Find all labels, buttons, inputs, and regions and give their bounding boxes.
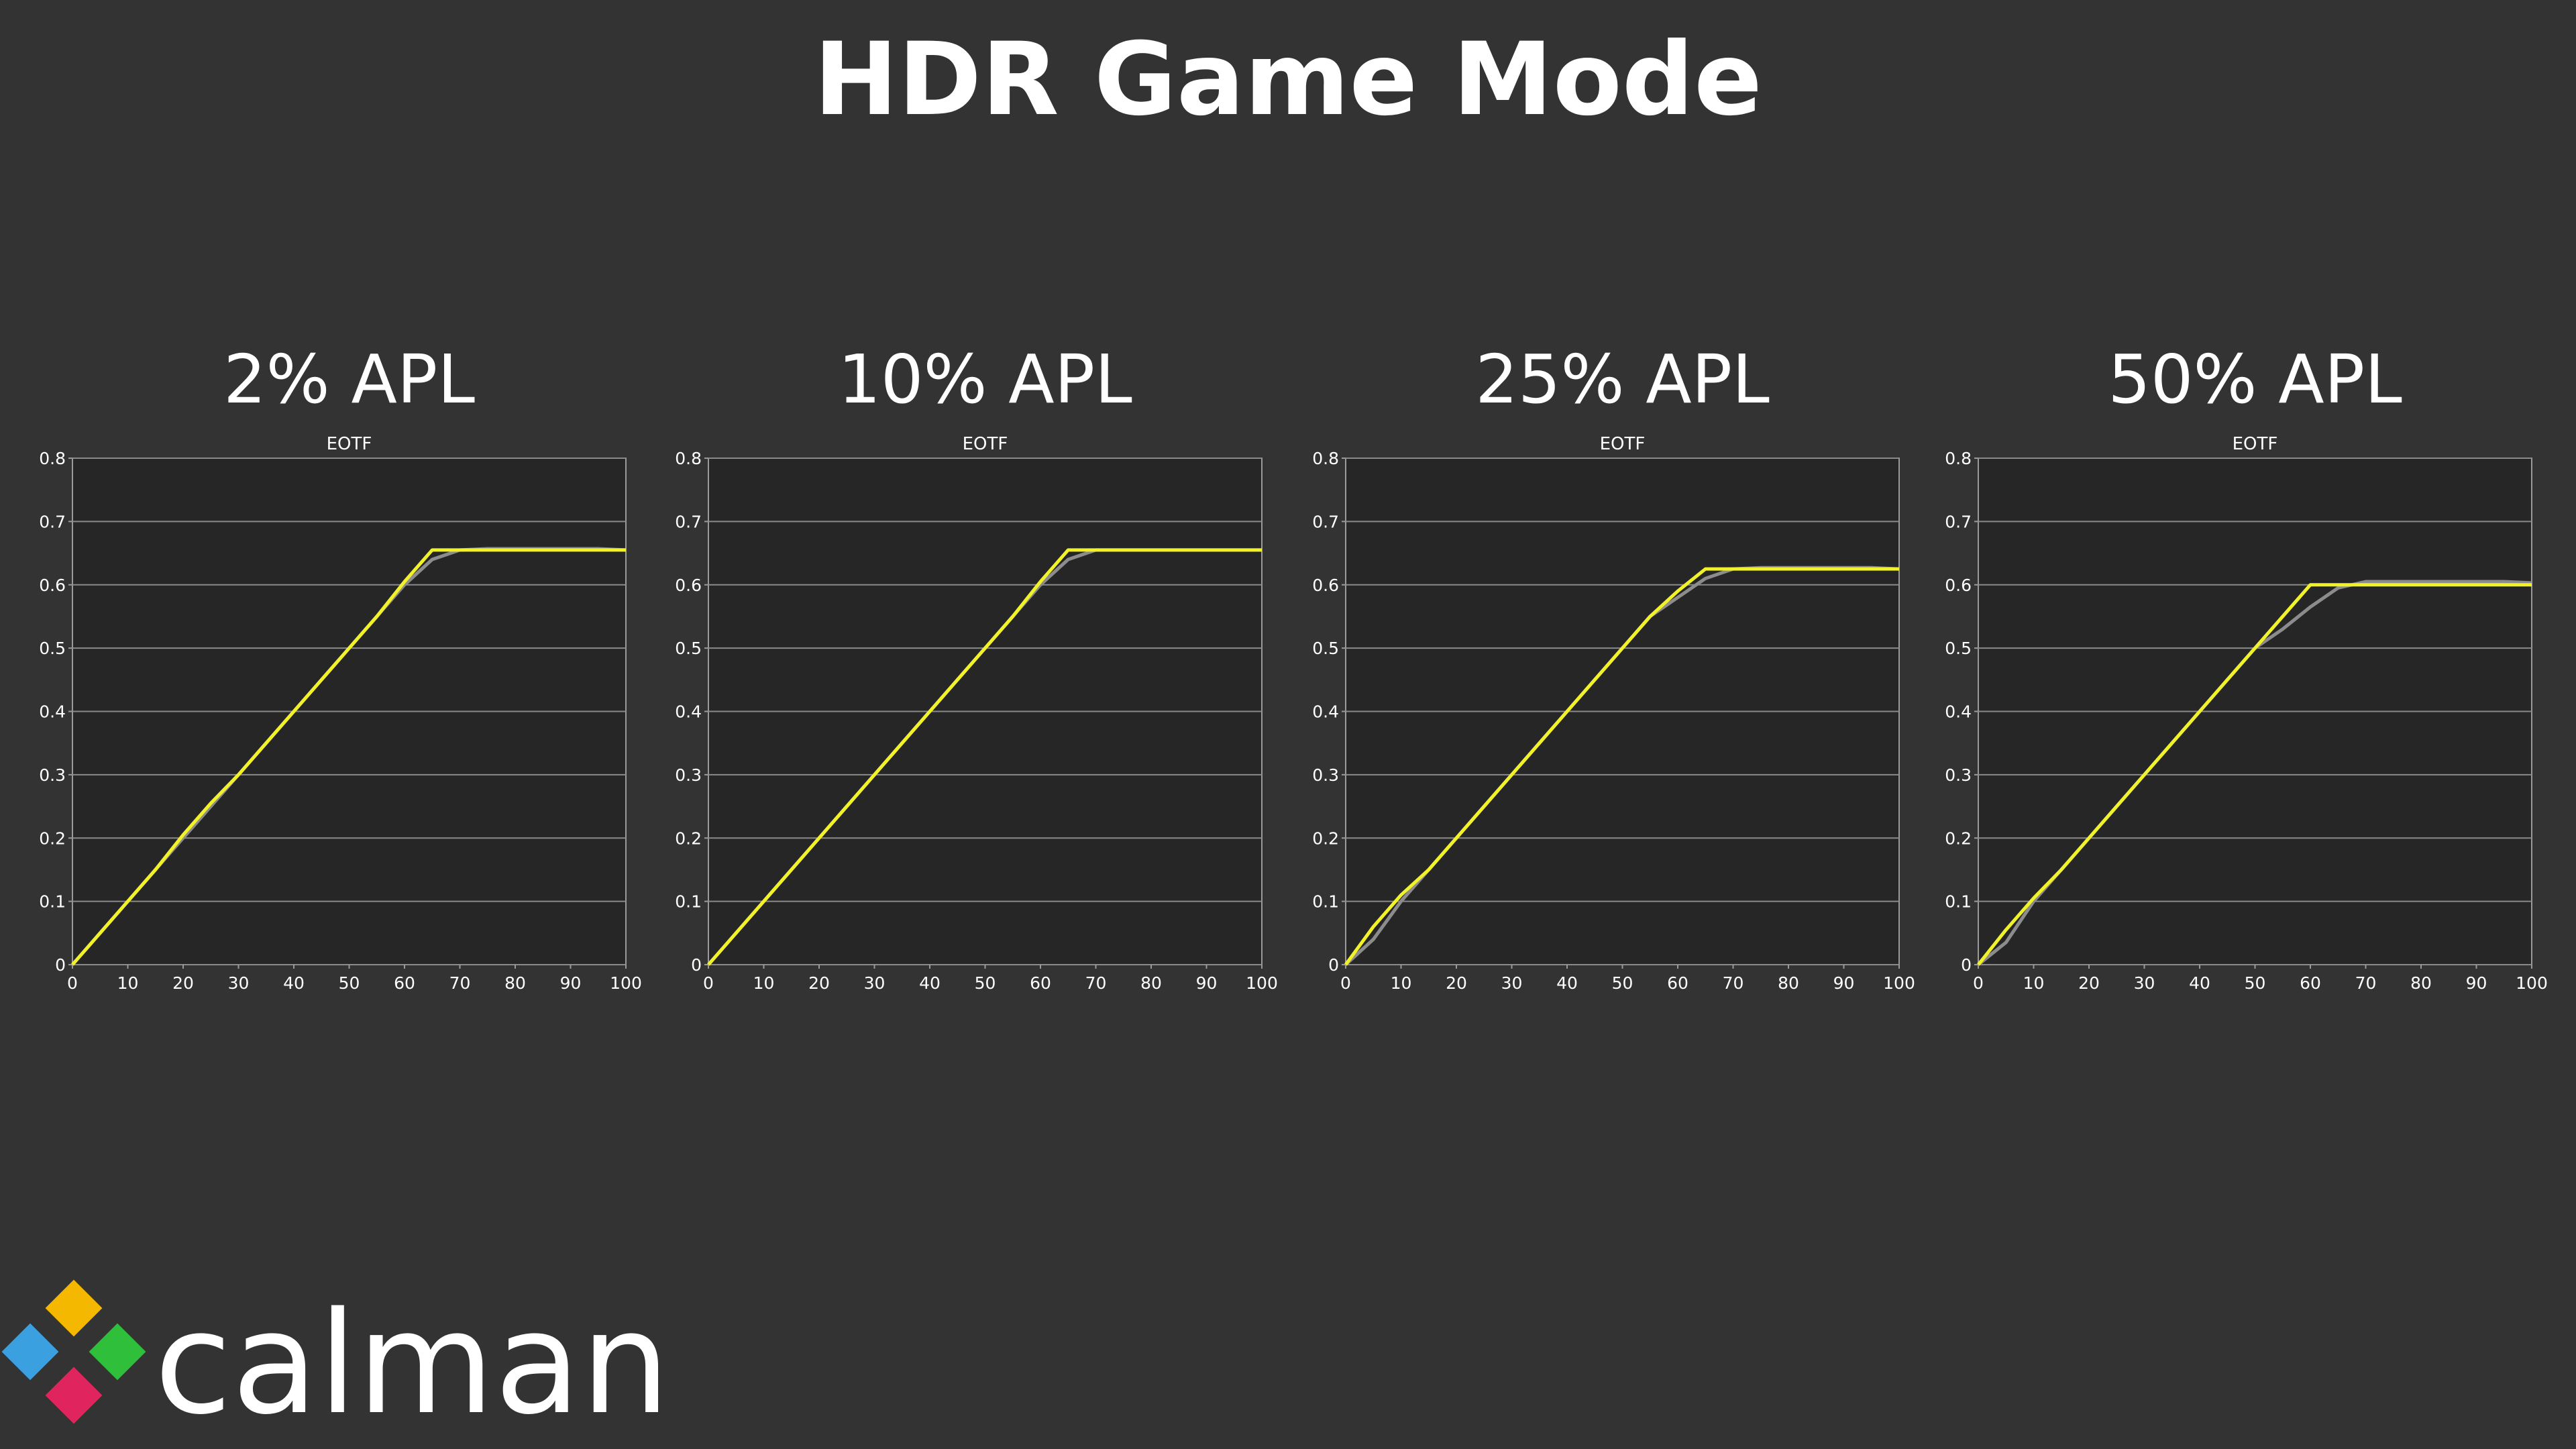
x-tick-label: 60 bbox=[2300, 973, 2321, 993]
x-tick-label: 90 bbox=[1196, 973, 1218, 993]
chart-title: 10% APL bbox=[838, 340, 1132, 419]
y-tick-label: 0.6 bbox=[1312, 576, 1339, 595]
x-tick-label: 80 bbox=[1140, 973, 1162, 993]
y-tick-label: 0.2 bbox=[1945, 828, 1972, 848]
x-tick-label: 60 bbox=[1030, 973, 1051, 993]
x-tick-label: 80 bbox=[1778, 973, 1799, 993]
x-tick-label: 40 bbox=[283, 973, 305, 993]
x-tick-label: 90 bbox=[1833, 973, 1855, 993]
x-tick-label: 0 bbox=[1340, 973, 1351, 993]
y-tick-label: 0.5 bbox=[675, 639, 702, 658]
x-tick-label: 70 bbox=[1723, 973, 1744, 993]
x-tick-label: 10 bbox=[1391, 973, 1412, 993]
x-tick-label: 20 bbox=[1446, 973, 1467, 993]
chart-title: 50% APL bbox=[2108, 340, 2402, 419]
x-tick-label: 70 bbox=[449, 973, 471, 993]
x-tick-label: 90 bbox=[2466, 973, 2487, 993]
x-tick-label: 60 bbox=[1667, 973, 1688, 993]
y-tick-label: 0.3 bbox=[1312, 765, 1339, 785]
x-tick-label: 70 bbox=[2355, 973, 2377, 993]
x-tick-label: 0 bbox=[67, 973, 78, 993]
y-tick-label: 0 bbox=[1328, 955, 1339, 975]
y-tick-label: 0.8 bbox=[675, 449, 702, 468]
x-tick-label: 100 bbox=[1883, 973, 1915, 993]
x-tick-label: 0 bbox=[703, 973, 714, 993]
y-tick-label: 0.4 bbox=[39, 702, 66, 722]
series-line bbox=[1344, 567, 1899, 966]
x-tick-label: 20 bbox=[2078, 973, 2100, 993]
logo-text: calman bbox=[154, 1281, 670, 1446]
series-line bbox=[707, 548, 1262, 966]
y-tick-label: 0.7 bbox=[675, 512, 702, 531]
y-tick-label: 0 bbox=[691, 955, 702, 975]
chart-title: 2% APL bbox=[223, 340, 475, 419]
y-tick-label: 0.4 bbox=[1312, 702, 1339, 722]
y-tick-label: 0.8 bbox=[1312, 449, 1339, 468]
y-tick-label: 0.1 bbox=[1312, 892, 1339, 912]
y-tick-label: 0.2 bbox=[39, 828, 66, 848]
x-tick-label: 40 bbox=[1556, 973, 1578, 993]
x-tick-label: 100 bbox=[2516, 973, 2548, 993]
chart-subtitle: EOTF bbox=[1600, 434, 1646, 454]
y-tick-label: 0.5 bbox=[39, 639, 66, 658]
y-tick-label: 0 bbox=[55, 955, 66, 975]
x-tick-label: 30 bbox=[228, 973, 250, 993]
y-tick-label: 0.6 bbox=[39, 576, 66, 595]
x-tick-label: 30 bbox=[2134, 973, 2155, 993]
x-tick-label: 100 bbox=[1246, 973, 1278, 993]
y-tick-label: 0.1 bbox=[675, 892, 702, 912]
x-tick-label: 10 bbox=[117, 973, 139, 993]
y-tick-label: 0.4 bbox=[1945, 702, 1972, 722]
y-tick-label: 0.4 bbox=[675, 702, 702, 722]
x-tick-label: 40 bbox=[2189, 973, 2210, 993]
x-tick-label: 60 bbox=[394, 973, 415, 993]
series-line bbox=[71, 548, 626, 966]
x-tick-label: 10 bbox=[753, 973, 775, 993]
x-tick-label: 90 bbox=[560, 973, 582, 993]
y-tick-label: 0.3 bbox=[39, 765, 66, 785]
chart-subtitle: EOTF bbox=[963, 434, 1008, 454]
x-tick-label: 0 bbox=[1973, 973, 1984, 993]
y-tick-label: 0.2 bbox=[675, 828, 702, 848]
y-tick-label: 0.7 bbox=[1312, 512, 1339, 531]
y-tick-label: 0.3 bbox=[1945, 765, 1972, 785]
chart-subtitle: EOTF bbox=[2233, 434, 2278, 454]
x-tick-label: 50 bbox=[339, 973, 360, 993]
x-tick-label: 50 bbox=[975, 973, 996, 993]
x-tick-label: 10 bbox=[2023, 973, 2045, 993]
y-tick-label: 0.6 bbox=[1945, 576, 1972, 595]
y-tick-label: 0 bbox=[1961, 955, 1972, 975]
y-tick-label: 0.1 bbox=[39, 892, 66, 912]
chart-subtitle: EOTF bbox=[327, 434, 372, 454]
x-tick-label: 80 bbox=[504, 973, 526, 993]
y-tick-label: 0.3 bbox=[675, 765, 702, 785]
x-tick-label: 70 bbox=[1085, 973, 1107, 993]
y-tick-label: 0.7 bbox=[1945, 512, 1972, 531]
x-tick-label: 40 bbox=[919, 973, 941, 993]
x-tick-label: 50 bbox=[1612, 973, 1633, 993]
y-tick-label: 0.5 bbox=[1312, 639, 1339, 658]
y-tick-label: 0.8 bbox=[39, 449, 66, 468]
x-tick-label: 30 bbox=[1501, 973, 1523, 993]
y-tick-label: 0.8 bbox=[1945, 449, 1972, 468]
x-tick-label: 30 bbox=[864, 973, 885, 993]
y-tick-label: 0.5 bbox=[1945, 639, 1972, 658]
x-tick-label: 20 bbox=[172, 973, 194, 993]
series-line bbox=[1977, 583, 2532, 966]
x-tick-label: 100 bbox=[610, 973, 642, 993]
x-tick-label: 50 bbox=[2245, 973, 2266, 993]
x-tick-label: 20 bbox=[808, 973, 830, 993]
y-tick-label: 0.1 bbox=[1945, 892, 1972, 912]
y-tick-label: 0.7 bbox=[39, 512, 66, 531]
x-tick-label: 80 bbox=[2410, 973, 2432, 993]
chart-title: 25% APL bbox=[1475, 340, 1770, 419]
page-title: HDR Game Mode bbox=[814, 21, 1762, 138]
y-tick-label: 0.6 bbox=[675, 576, 702, 595]
y-tick-label: 0.2 bbox=[1312, 828, 1339, 848]
